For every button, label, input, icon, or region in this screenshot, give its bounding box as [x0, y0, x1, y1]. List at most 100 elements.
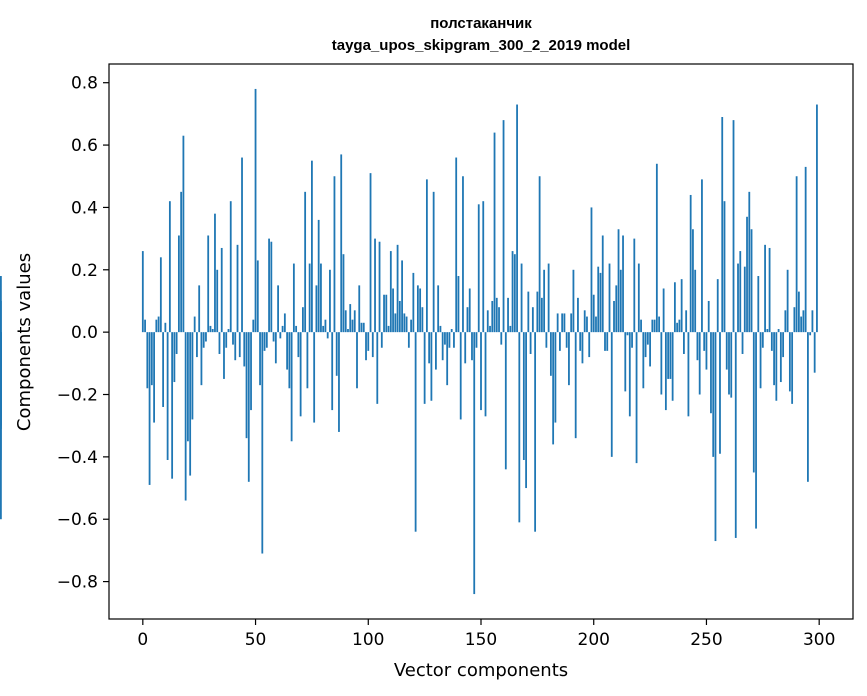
- bar: [687, 332, 690, 417]
- y-tick-label: −0.8: [57, 573, 98, 593]
- bar: [644, 332, 647, 358]
- bar: [380, 332, 383, 348]
- bar: [313, 332, 316, 423]
- bar: [646, 332, 649, 345]
- bar: [162, 332, 165, 407]
- bar: [493, 132, 496, 333]
- bar: [286, 332, 289, 370]
- x-tick-label: 100: [352, 630, 384, 650]
- bar: [401, 260, 403, 333]
- bar: [254, 88, 257, 333]
- bar: [320, 263, 322, 333]
- bar: [475, 332, 478, 348]
- bar: [809, 332, 812, 336]
- bar: [153, 332, 155, 423]
- bar: [211, 329, 214, 333]
- bar: [653, 319, 656, 333]
- bar: [619, 269, 622, 333]
- bar: [518, 332, 521, 523]
- bar: [272, 332, 275, 342]
- bar: [520, 263, 523, 333]
- bar: [459, 332, 462, 420]
- bar: [752, 332, 755, 473]
- bar: [710, 332, 712, 414]
- x-axis-ticks: 0 50 100 150 200 250 300: [137, 619, 835, 650]
- y-axis-label: Components values: [14, 253, 35, 431]
- bar: [779, 332, 782, 383]
- bar: [626, 332, 629, 336]
- bar: [816, 104, 818, 333]
- bar: [658, 316, 661, 333]
- bar: [590, 207, 593, 333]
- bar: [498, 307, 500, 333]
- bar: [800, 316, 803, 333]
- bar: [392, 288, 394, 333]
- bar: [678, 319, 681, 333]
- bar: [295, 325, 298, 333]
- bar: [671, 332, 674, 401]
- bar: [412, 272, 415, 333]
- bar: [788, 332, 791, 392]
- bar: [662, 288, 665, 333]
- bar: [407, 332, 410, 348]
- bar: [214, 213, 216, 333]
- bar: [259, 332, 261, 386]
- bar: [216, 269, 219, 333]
- bar: [279, 332, 282, 339]
- bar: [416, 285, 419, 333]
- bar: [396, 244, 399, 333]
- bar: [559, 332, 561, 351]
- bar: [655, 163, 658, 333]
- bar: [597, 266, 600, 333]
- bar: [419, 288, 422, 333]
- bar: [613, 300, 615, 333]
- y-tick-label: 0.0: [71, 323, 98, 343]
- bar: [673, 282, 676, 333]
- bar: [770, 332, 773, 351]
- bar: [622, 235, 624, 333]
- bar: [502, 120, 505, 333]
- bar: [292, 263, 295, 333]
- y-tick-label: 0.2: [71, 261, 98, 281]
- bar: [683, 332, 685, 354]
- bar: [288, 332, 291, 389]
- bar: [450, 329, 453, 333]
- bar: [317, 219, 320, 333]
- bar: [606, 332, 609, 351]
- bar: [349, 304, 352, 333]
- bar: [746, 216, 748, 333]
- bar: [741, 332, 744, 354]
- bar: [268, 238, 270, 333]
- bar: [301, 307, 304, 333]
- bar: [782, 332, 785, 358]
- bar: [563, 313, 566, 333]
- bar: [549, 332, 552, 376]
- bar: [247, 332, 250, 482]
- bar: [579, 332, 582, 351]
- bar: [421, 307, 424, 333]
- bar: [198, 285, 201, 333]
- bar: [187, 332, 189, 442]
- bar: [610, 332, 613, 457]
- bar: [146, 332, 149, 389]
- bar: [457, 276, 460, 333]
- bar: [277, 285, 279, 333]
- bar: [376, 332, 379, 404]
- bar: [446, 332, 449, 386]
- bar: [374, 238, 376, 333]
- bar: [667, 332, 670, 379]
- bar: [813, 332, 816, 373]
- bar: [0, 300, 2, 333]
- bar: [200, 332, 203, 386]
- bar: [547, 263, 550, 333]
- y-tick-label: −0.4: [57, 448, 98, 468]
- bar: [335, 332, 338, 376]
- bar: [784, 310, 787, 333]
- bar: [730, 332, 733, 398]
- bar: [232, 332, 234, 345]
- bar: [640, 319, 642, 333]
- x-axis-label: Vector components: [394, 660, 568, 681]
- bar: [719, 332, 721, 454]
